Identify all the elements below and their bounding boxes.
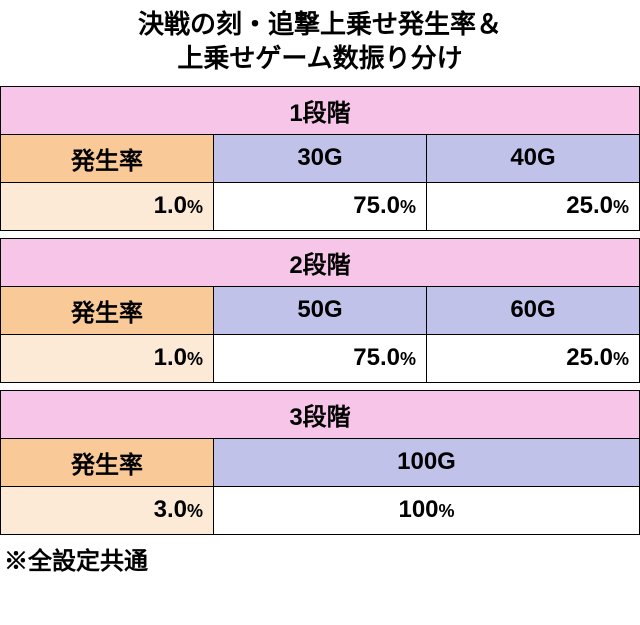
percent-sign: % xyxy=(400,349,416,369)
game-value: 25.0% xyxy=(427,334,640,382)
percent-sign: % xyxy=(187,197,203,217)
percent-sign: % xyxy=(400,197,416,217)
title-line-1: 決戦の刻・追撃上乗せ発生率＆ xyxy=(138,9,502,39)
rate-header: 発生率 xyxy=(1,438,214,486)
stage-header: 3段階 xyxy=(1,390,640,438)
game-value: 75.0% xyxy=(214,334,427,382)
table-row: 3段階 xyxy=(1,390,640,438)
value-number: 25.0 xyxy=(566,344,613,371)
value-number: 75.0 xyxy=(353,192,400,219)
table-row: 1.0% 75.0% 25.0% xyxy=(1,334,640,382)
game-value: 75.0% xyxy=(214,182,427,230)
value-number: 100 xyxy=(398,496,438,523)
table-row: 1.0% 75.0% 25.0% xyxy=(1,182,640,230)
game-header: 30G xyxy=(214,134,427,182)
rate-value: 1.0% xyxy=(1,182,214,230)
game-header: 50G xyxy=(214,286,427,334)
game-value: 100% xyxy=(214,486,640,534)
rate-number: 1.0 xyxy=(154,344,187,371)
data-table: 1段階 発生率 30G 40G 1.0% 75.0% 25.0% 2段階 発生率… xyxy=(0,86,640,535)
stage-header: 2段階 xyxy=(1,238,640,286)
table-row: 2段階 xyxy=(1,238,640,286)
table-row: 発生率 50G 60G xyxy=(1,286,640,334)
footnote: ※全設定共通 xyxy=(0,535,640,582)
rate-value: 3.0% xyxy=(1,486,214,534)
percent-sign: % xyxy=(187,349,203,369)
table-row: 1段階 xyxy=(1,86,640,134)
percent-sign: % xyxy=(613,349,629,369)
value-number: 75.0 xyxy=(353,344,400,371)
stage-header: 1段階 xyxy=(1,86,640,134)
title-line-2: 上乗せゲーム数振り分け xyxy=(177,43,462,73)
value-number: 25.0 xyxy=(566,192,613,219)
game-header: 60G xyxy=(427,286,640,334)
rate-number: 3.0 xyxy=(154,496,187,523)
spacer-row xyxy=(1,382,640,390)
game-header: 100G xyxy=(214,438,640,486)
percent-sign: % xyxy=(439,501,455,521)
table-row: 発生率 100G xyxy=(1,438,640,486)
rate-header: 発生率 xyxy=(1,286,214,334)
rate-value: 1.0% xyxy=(1,334,214,382)
page-title: 決戦の刻・追撃上乗せ発生率＆ 上乗せゲーム数振り分け xyxy=(0,0,640,86)
table-row: 3.0% 100% xyxy=(1,486,640,534)
table-row: 発生率 30G 40G xyxy=(1,134,640,182)
rate-number: 1.0 xyxy=(154,192,187,219)
game-header: 40G xyxy=(427,134,640,182)
percent-sign: % xyxy=(187,501,203,521)
rate-header: 発生率 xyxy=(1,134,214,182)
game-value: 25.0% xyxy=(427,182,640,230)
table-container: 決戦の刻・追撃上乗せ発生率＆ 上乗せゲーム数振り分け 1段階 発生率 30G 4… xyxy=(0,0,640,582)
percent-sign: % xyxy=(613,197,629,217)
spacer-row xyxy=(1,230,640,238)
